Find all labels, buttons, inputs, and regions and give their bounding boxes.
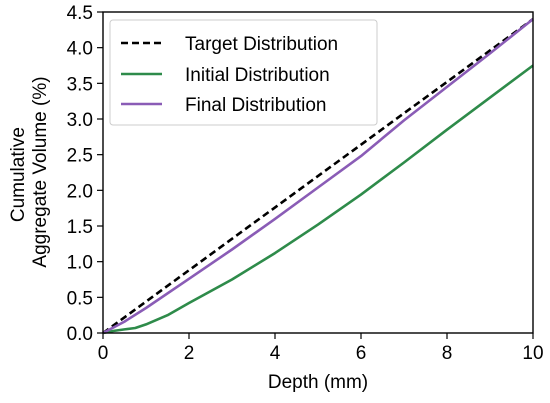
- y-tick-label: 1.0: [67, 253, 93, 274]
- x-tick-label: 10: [522, 343, 543, 364]
- y-tick-label: 3.5: [67, 74, 93, 95]
- legend-box: [109, 19, 378, 126]
- series-line-target-distribution: [102, 18, 534, 335]
- y-tick-label: 4.0: [67, 39, 93, 60]
- ticks-layer: 0 2 4 6 8 10 0.0 0.5 1.0 1.5 2.0 2.5 3.0 3.5 4.0 4.5: [67, 3, 544, 364]
- y-tick-label: 2.0: [67, 181, 93, 202]
- series-layer: [102, 18, 534, 335]
- x-tick-label: 8: [442, 343, 453, 364]
- y-tick-label: 3.0: [67, 110, 93, 131]
- series-line-initial-distribution: [102, 64, 534, 335]
- y-axis-title: Cumulative Aggregate Volume (%): [8, 76, 51, 267]
- y-axis-title-line-1: Cumulative: [8, 127, 29, 222]
- series-line-final-distribution: [102, 18, 534, 335]
- x-axis-title: Depth (mm): [268, 372, 368, 393]
- legend-label-initial: Initial Distribution: [185, 65, 330, 86]
- y-tick-label: 0.0: [67, 324, 93, 345]
- legend-label-final: Final Distribution: [185, 95, 327, 116]
- y-tick-label: 0.5: [67, 288, 93, 309]
- legend-label-target: Target Distribution: [185, 34, 338, 55]
- y-tick-label: 2.5: [67, 146, 93, 167]
- x-tick-label: 6: [356, 343, 367, 364]
- plot-frame: [102, 11, 534, 334]
- y-tick-label: 4.5: [67, 3, 93, 24]
- y-axis-title-line-2: Aggregate Volume (%): [30, 76, 51, 267]
- x-tick-label: 4: [270, 343, 281, 364]
- legend: Target Distribution Initial Distribution…: [109, 19, 378, 126]
- y-tick-label: 1.5: [67, 217, 93, 238]
- x-tick-label: 0: [98, 343, 109, 364]
- x-tick-label: 2: [184, 343, 195, 364]
